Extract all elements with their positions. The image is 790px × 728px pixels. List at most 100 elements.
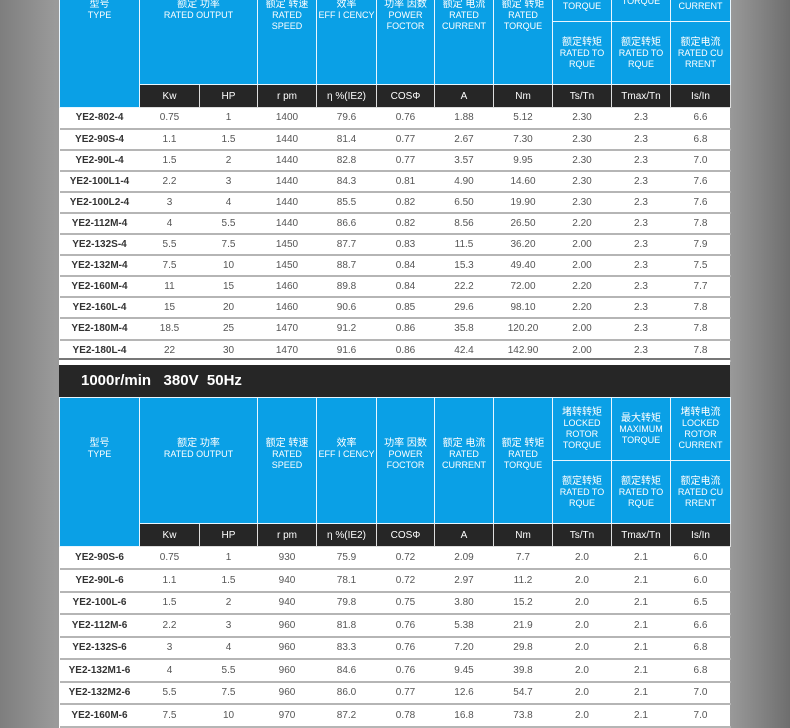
unit-cell: r pm	[257, 84, 317, 108]
unit-cell: Kw	[139, 84, 200, 108]
value-cell: 1440	[257, 170, 317, 193]
value-cell: 960	[257, 614, 317, 638]
value-cell: 0.77	[376, 681, 435, 705]
value-cell: 2.0	[552, 704, 612, 728]
header-en: RATED CU RRENT	[677, 486, 724, 508]
table-row: YE2-802-4 0.75 1 1400 79.6 0.76 1.88 5.12 2.30 2.…	[59, 107, 731, 130]
value-cell: 2.1	[611, 569, 671, 593]
value-cell: 0.83	[376, 234, 435, 257]
header-zh: 额定转矩	[562, 475, 602, 487]
value-cell: 1460	[257, 297, 317, 320]
motor-type: YE2-160L-4	[59, 297, 140, 320]
value-cell: 87.2	[316, 704, 377, 728]
value-cell: 0.84	[376, 255, 435, 278]
header-en: RATED CURRENT	[442, 10, 486, 31]
unit-cell: HP	[199, 84, 258, 108]
header-ratio-bottom: 额定转矩 RATED TO RQUE	[611, 21, 671, 85]
value-cell: 25	[199, 318, 258, 341]
table-row: YE2-100L2-4 3 4 1440 85.5 0.82 6.50 19.90 2.30 2.…	[59, 191, 731, 214]
header-en: LOCKED ROTOR TORQUE	[562, 418, 602, 450]
value-cell: 0.75	[376, 591, 435, 615]
value-cell: 2.1	[611, 636, 671, 660]
value-cell: 940	[257, 569, 317, 593]
value-cell: 49.40	[493, 255, 553, 278]
section-title: 1000r/min 380V 50Hz	[59, 365, 730, 397]
header-en: POWER FOCTOR	[386, 449, 425, 470]
unit-cell: Tmax/Tn	[611, 523, 671, 547]
table-row: YE2-112M-4 4 5.5 1440 86.6 0.82 8.56 26.50 2.20 2…	[59, 212, 731, 236]
unit-cell: r pm	[257, 523, 317, 547]
header-en: RATED TORQUE	[503, 10, 543, 31]
value-cell: 75.9	[316, 546, 377, 570]
value-cell: 87.7	[316, 234, 377, 257]
motor-type: YE2-132M1-6	[59, 659, 140, 683]
value-cell: 2.3	[611, 276, 671, 299]
value-cell: 2.20	[552, 276, 612, 299]
value-cell: 1	[199, 107, 258, 130]
value-cell: 1460	[257, 276, 317, 299]
value-cell: 84.6	[316, 659, 377, 683]
value-cell: 2.67	[434, 128, 494, 151]
value-cell: 2.1	[611, 659, 671, 683]
value-cell: 0.72	[376, 546, 435, 570]
value-cell: 0.81	[376, 170, 435, 193]
value-cell: 1450	[257, 255, 317, 278]
value-cell: 7.6	[670, 191, 731, 214]
value-cell: 2.3	[611, 128, 671, 151]
value-cell: 14.60	[493, 170, 553, 193]
value-cell: 7.5	[199, 681, 258, 705]
motor-type: YE2-90L-4	[59, 149, 140, 172]
motor-type: YE2-132M2-6	[59, 681, 140, 705]
value-cell: 3.80	[434, 591, 494, 615]
unit-cell: Kw	[139, 523, 200, 547]
unit-cell: COSΦ	[376, 84, 435, 108]
value-cell: 9.45	[434, 659, 494, 683]
motor-type: YE2-112M-6	[59, 614, 140, 638]
motor-type: YE2-100L2-4	[59, 191, 140, 214]
value-cell: 0.85	[376, 297, 435, 320]
value-cell: 78.1	[316, 569, 377, 593]
value-cell: 1	[199, 546, 258, 570]
header-rated-speed: 额定 转速 RATED SPEED	[257, 0, 317, 85]
value-cell: 15.2	[493, 591, 553, 615]
spec-table-1500rpm: 型号 TYPE 额定 功率 RATED OUTPUT 额定 转速 RATED SPEED 效…	[59, 0, 731, 362]
value-cell: 0.76	[376, 659, 435, 683]
value-cell: 7.30	[493, 128, 553, 151]
table-row: YE2-160M-6 7.5 10 970 87.2 0.78 16.8 73.8 2.0 2.1…	[59, 704, 731, 728]
header-rated-torque: 额定 转矩 RATED TORQUE	[493, 0, 553, 85]
header-zh: 额定 转矩	[501, 438, 545, 449]
value-cell: 79.6	[316, 107, 377, 130]
value-cell: 1.5	[199, 569, 258, 593]
value-cell: 0.72	[376, 569, 435, 593]
value-cell: 960	[257, 636, 317, 660]
value-cell: 1.5	[139, 149, 200, 172]
value-cell: 6.0	[670, 546, 731, 570]
header-zh: 堵转电流	[680, 407, 721, 418]
value-cell: 98.10	[493, 297, 553, 320]
value-cell: 15	[139, 297, 200, 320]
value-cell: 2.1	[611, 591, 671, 615]
value-cell: 940	[257, 591, 317, 615]
value-cell: 1440	[257, 128, 317, 151]
value-cell: 2.2	[139, 170, 200, 193]
header-en: POWER FOCTOR	[386, 10, 425, 31]
header-ratio-bottom: 额定转矩 RATED TO RQUE	[611, 460, 671, 524]
value-cell: 5.12	[493, 107, 553, 130]
header-ratio-bottom: 额定电流 RATED CU RRENT	[670, 460, 731, 524]
value-cell: 5.38	[434, 614, 494, 638]
table-row: YE2-132M-4 7.5 10 1450 88.7 0.84 15.3 49.40 2.00…	[59, 255, 731, 278]
value-cell: 7.8	[670, 297, 731, 320]
header-en: TYPE	[87, 10, 112, 20]
value-cell: 0.82	[376, 191, 435, 214]
value-cell: 0.76	[376, 636, 435, 660]
value-cell: 85.5	[316, 191, 377, 214]
value-cell: 2.0	[552, 659, 612, 683]
value-cell: 2.97	[434, 569, 494, 593]
value-cell: 2	[199, 591, 258, 615]
motor-type: YE2-132M-4	[59, 255, 140, 278]
header-en: RATED TO RQUE	[559, 486, 605, 508]
value-cell: 2.30	[552, 191, 612, 214]
header-zh: 型号	[89, 0, 110, 10]
value-cell: 120.20	[493, 318, 553, 341]
